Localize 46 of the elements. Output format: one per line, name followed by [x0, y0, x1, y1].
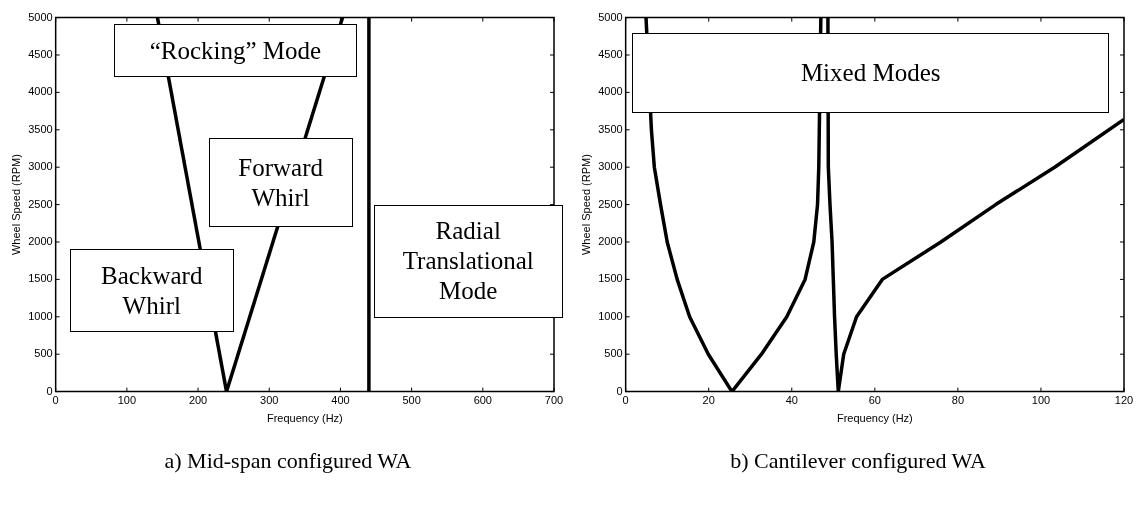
text: b) Cantilever configured WA — [730, 448, 986, 474]
y-tick-label: 4500 — [28, 48, 53, 61]
y-tick-label: 1500 — [28, 272, 53, 285]
x-tick-label: 400 — [331, 394, 350, 407]
y-tick-label: 3000 — [598, 160, 623, 173]
y-tick-label: 4500 — [598, 48, 623, 61]
y-tick-label: 1000 — [598, 309, 623, 322]
x-tick-label: 100 — [117, 394, 137, 407]
y-tick-label: 3500 — [28, 122, 53, 135]
y-tick-label: 5000 — [598, 10, 623, 23]
x-tick-label: 500 — [402, 394, 421, 407]
y-tick-label: 0 — [616, 384, 623, 397]
text-box: Forward Whirl — [208, 138, 353, 227]
text-box: Backward Whirl — [69, 249, 234, 332]
y-tick-label: 1000 — [28, 309, 53, 322]
y-tick-label: 2000 — [28, 235, 53, 248]
x-tick-label: 60 — [868, 394, 881, 407]
x-tick-label: 600 — [473, 394, 492, 407]
text: a) Mid-span configured WA — [164, 448, 412, 474]
y-tick-label: 0 — [46, 384, 53, 397]
x-tick-label: 120 — [1114, 394, 1134, 407]
y-tick-label: 4000 — [28, 85, 53, 98]
text-box: Radial Translational Mode — [373, 204, 563, 318]
y-tick-label: 3500 — [598, 122, 623, 135]
x-tick-label: 20 — [702, 394, 715, 407]
y-tick-label: 5000 — [28, 10, 53, 23]
y-axis-title: Wheel Speed (RPM) — [9, 154, 22, 256]
x-tick-label: 700 — [544, 394, 564, 407]
y-tick-label: 2500 — [28, 197, 53, 210]
y-tick-label: 500 — [604, 347, 623, 360]
x-tick-label: 300 — [260, 394, 279, 407]
y-tick-label: 4000 — [598, 85, 623, 98]
x-tick-label: 200 — [188, 394, 208, 407]
y-tick-label: 2500 — [598, 197, 623, 210]
x-axis-title: Frequency (Hz) — [266, 412, 343, 425]
x-tick-label: 80 — [951, 394, 965, 407]
text-box: “Rocking” Mode — [114, 24, 357, 77]
y-tick-label: 1500 — [598, 272, 623, 285]
y-axis-title: Wheel Speed (RPM) — [579, 154, 592, 256]
y-tick-label: 500 — [34, 347, 53, 360]
y-tick-label: 2000 — [598, 235, 623, 248]
text-box: Mixed Modes — [632, 33, 1110, 114]
y-tick-label: 3000 — [28, 160, 53, 173]
x-tick-label: 40 — [785, 394, 798, 407]
x-axis-title: Frequency (Hz) — [836, 412, 913, 425]
x-tick-label: 100 — [1031, 394, 1051, 407]
